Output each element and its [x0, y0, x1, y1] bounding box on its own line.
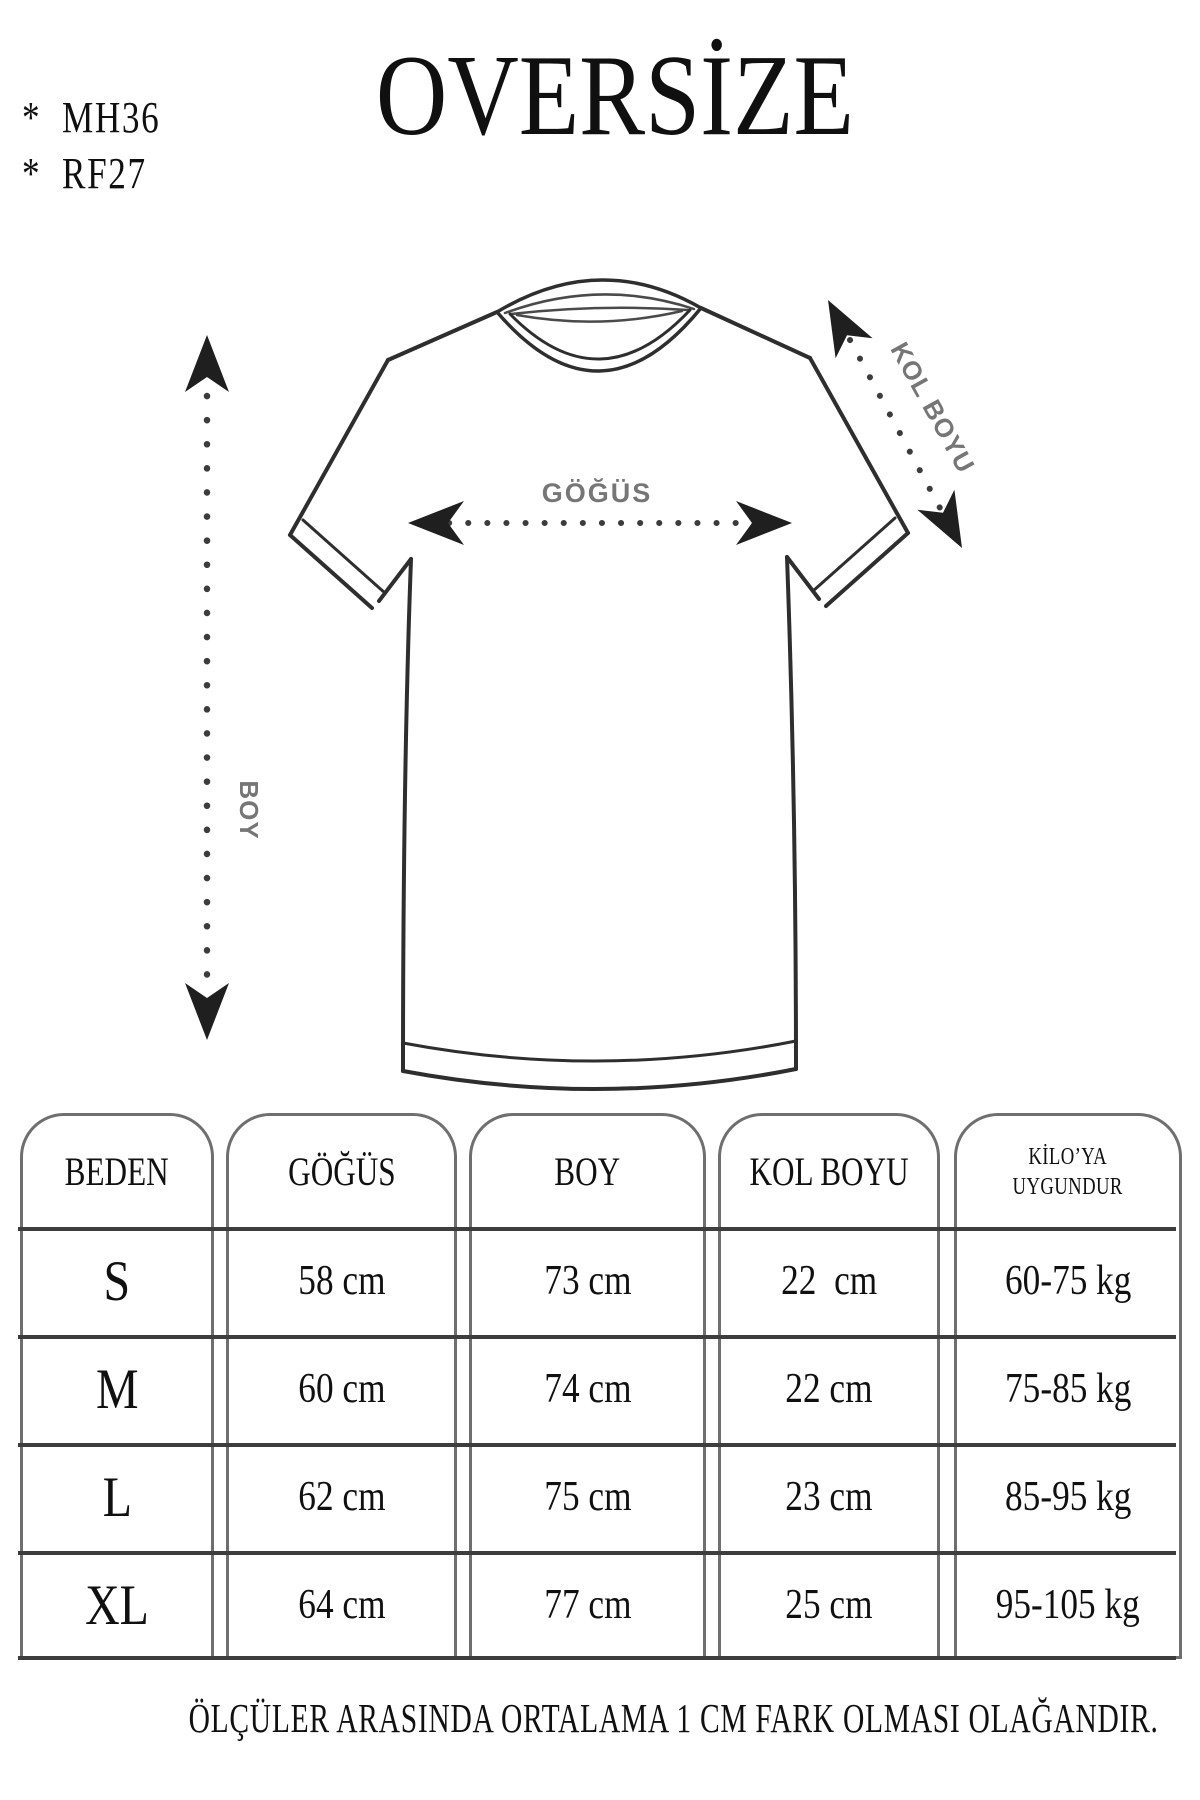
chest-value: 64 cm — [297, 1582, 386, 1628]
sleeve-label: KOL BOYU — [885, 337, 981, 478]
chest-label: GÖĞÜS — [542, 477, 653, 508]
length-measure-arrow: BOY — [185, 335, 264, 1040]
column-header: KOL BOYU — [721, 1116, 937, 1227]
sleeve-measure-arrow: KOL BOYU — [828, 300, 981, 548]
table-cell: 73 cm — [472, 1227, 703, 1335]
size-value: M — [95, 1357, 139, 1421]
weight-value: 60-75 kg — [1004, 1258, 1132, 1304]
sleeve-value: 25 cm — [785, 1582, 873, 1628]
table-cell: 75-85 kg — [957, 1335, 1179, 1443]
table-cell: 60 cm — [229, 1335, 454, 1443]
table-cell: XL — [23, 1551, 211, 1659]
table-cell: M — [23, 1335, 211, 1443]
chest-measure-arrow: GÖĞÜS — [408, 477, 792, 545]
tolerance-note: ÖLÇÜLER ARASINDA ORTALAMA 1 CM FARK OLMA… — [0, 1694, 1200, 1742]
table-cell: S — [23, 1227, 211, 1335]
table-column-kol-boyu: KOL BOYU 22 cm 22 cm 23 cm 25 cm — [718, 1113, 940, 1659]
table-column-kilo: KİLO’YA UYGUNDUR 60-75 kg 75-85 kg 85-95… — [954, 1113, 1182, 1659]
table-row-divider — [18, 1335, 1176, 1339]
table-row-divider — [18, 1227, 1176, 1231]
page-title-text: OVERSİZE — [375, 32, 854, 159]
table-row-divider — [18, 1443, 1176, 1447]
product-code-2: * RF27 — [22, 149, 147, 199]
column-header-label: KOL BOYU — [749, 1148, 909, 1194]
table-cell: 77 cm — [472, 1551, 703, 1659]
sleeve-value: 22 cm — [785, 1366, 873, 1412]
column-header: BOY — [472, 1116, 703, 1227]
size-value: L — [102, 1465, 132, 1529]
length-value: 73 cm — [543, 1258, 632, 1304]
column-header: BEDEN — [23, 1116, 211, 1227]
table-cell: L — [23, 1443, 211, 1551]
table-cell: 62 cm — [229, 1443, 454, 1551]
size-value: XL — [85, 1573, 149, 1637]
table-cell: 25 cm — [721, 1551, 937, 1659]
chest-value: 58 cm — [297, 1258, 386, 1304]
table-bottom-border — [18, 1656, 1176, 1660]
table-column-gogus: GÖĞÜS 58 cm 60 cm 62 cm 64 cm — [226, 1113, 457, 1659]
page-title: OVERSİZE — [0, 38, 1200, 153]
table-cell: 95-105 kg — [957, 1551, 1179, 1659]
table-cell: 22 cm — [721, 1335, 937, 1443]
table-row-divider — [18, 1551, 1176, 1555]
size-value: S — [103, 1249, 131, 1313]
table-cell: 75 cm — [472, 1443, 703, 1551]
weight-value: 75-85 kg — [1004, 1366, 1132, 1412]
length-value: 75 cm — [543, 1474, 632, 1520]
table-column-boy: BOY 73 cm 74 cm 75 cm 77 cm — [469, 1113, 706, 1659]
length-label: BOY — [234, 780, 264, 839]
column-header-label: GÖĞÜS — [287, 1148, 396, 1194]
sleeve-value: 23 cm — [785, 1474, 873, 1520]
tolerance-note-text: ÖLÇÜLER ARASINDA ORTALAMA 1 CM FARK OLMA… — [188, 1695, 1159, 1741]
table-column-beden: BEDEN S M L XL — [20, 1113, 214, 1659]
chest-value: 62 cm — [297, 1474, 386, 1520]
table-cell: 23 cm — [721, 1443, 937, 1551]
chest-value: 60 cm — [297, 1366, 386, 1412]
weight-value: 95-105 kg — [995, 1582, 1141, 1628]
table-cell: 74 cm — [472, 1335, 703, 1443]
column-header-label: KİLO’YA UYGUNDUR — [1012, 1143, 1124, 1200]
product-code-1: * MH36 — [22, 93, 161, 142]
column-header: GÖĞÜS — [229, 1116, 454, 1227]
column-header-label: BOY — [554, 1148, 621, 1194]
sleeve-value: 22 cm — [780, 1258, 878, 1304]
table-cell: 60-75 kg — [957, 1227, 1179, 1335]
table-cell: 58 cm — [229, 1227, 454, 1335]
weight-value: 85-95 kg — [1004, 1474, 1132, 1520]
table-cell: 64 cm — [229, 1551, 454, 1659]
column-header: KİLO’YA UYGUNDUR — [957, 1116, 1179, 1227]
column-header-label: BEDEN — [64, 1148, 169, 1194]
table-cell: 22 cm — [721, 1227, 937, 1335]
length-value: 74 cm — [543, 1366, 632, 1412]
tshirt-measurement-diagram: BOY GÖĞÜS KOL BOYU — [185, 278, 981, 1091]
length-value: 77 cm — [543, 1582, 632, 1628]
product-codes: * MH36 * RF27 — [22, 90, 195, 203]
table-cell: 85-95 kg — [957, 1443, 1179, 1551]
tshirt-outline — [288, 278, 910, 1091]
